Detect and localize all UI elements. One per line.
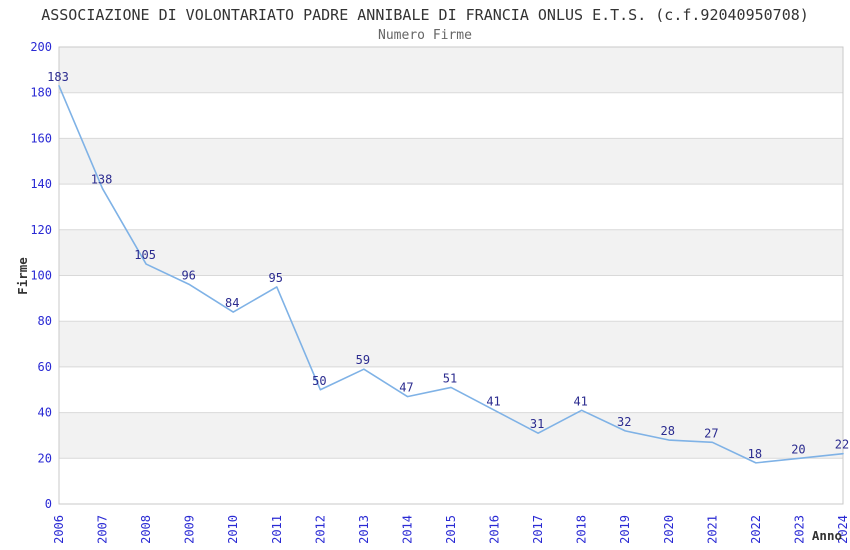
- x-tick-label: 2021: [705, 515, 719, 544]
- x-tick-label: 2017: [531, 515, 545, 544]
- data-point-label: 31: [530, 417, 544, 431]
- data-point-label: 18: [748, 447, 762, 461]
- data-point-label: 41: [573, 394, 587, 408]
- plot-band: [59, 321, 843, 367]
- y-tick-label: 60: [38, 360, 52, 374]
- plot-band: [59, 229, 843, 276]
- x-tick-label: 2015: [444, 515, 458, 544]
- data-point-label: 138: [91, 173, 113, 187]
- y-tick-label: 180: [30, 86, 52, 100]
- x-tick-label: 2014: [400, 515, 414, 544]
- x-tick-label: 2018: [575, 515, 589, 544]
- data-point-label: 27: [704, 426, 718, 440]
- data-point-label: 51: [443, 371, 457, 385]
- y-tick-label: 0: [45, 497, 52, 511]
- series-line: [58, 85, 844, 464]
- x-tick-label: 2024: [836, 515, 850, 544]
- data-point-label: 32: [617, 415, 631, 429]
- x-tick-label: 2022: [749, 515, 763, 544]
- y-tick-label: 200: [30, 40, 52, 54]
- x-tick-label: 2013: [357, 515, 371, 544]
- y-tick-label: 100: [30, 269, 52, 283]
- x-tick-label: 2006: [52, 515, 66, 544]
- x-tick-label: 2007: [96, 515, 110, 544]
- x-tick-label: 2011: [270, 515, 284, 544]
- plot-band: [59, 412, 843, 459]
- x-tick-label: 2023: [792, 515, 806, 544]
- data-point-label: 95: [269, 271, 283, 285]
- data-point-label: 41: [486, 394, 500, 408]
- data-point-label: 50: [312, 374, 326, 388]
- x-tick-label: 2020: [662, 515, 676, 544]
- data-point-label: 183: [47, 70, 69, 84]
- y-tick-label: 40: [38, 406, 52, 420]
- y-tick-label: 160: [30, 131, 52, 145]
- plot-band: [59, 138, 843, 185]
- y-tick-label: 120: [30, 223, 52, 237]
- data-point-label: 28: [661, 424, 675, 438]
- y-tick-label: 20: [38, 451, 52, 465]
- y-tick-label: 140: [30, 177, 52, 191]
- plot-border: [58, 46, 844, 505]
- plot-band: [59, 47, 843, 93]
- chart-subtitle: Numero Firme: [378, 28, 472, 43]
- y-axis-title: Firme: [15, 257, 30, 295]
- x-tick-label: 2009: [183, 515, 197, 544]
- x-tick-label: 2010: [226, 515, 240, 544]
- data-point-label: 22: [835, 438, 849, 452]
- x-tick-label: 2012: [313, 515, 327, 544]
- data-point-label: 84: [225, 296, 239, 310]
- x-tick-label: 2008: [139, 515, 153, 544]
- data-point-label: 96: [181, 269, 195, 283]
- data-point-label: 59: [356, 353, 370, 367]
- chart-title: ASSOCIAZIONE DI VOLONTARIATO PADRE ANNIB…: [41, 6, 809, 24]
- x-axis-title: Anno: [812, 528, 842, 543]
- data-point-label: 105: [134, 248, 156, 262]
- y-tick-label: 80: [38, 314, 52, 328]
- data-point-label: 20: [791, 442, 805, 456]
- x-tick-label: 2019: [618, 515, 632, 544]
- data-point-label: 47: [399, 381, 413, 395]
- x-tick-label: 2016: [488, 515, 502, 544]
